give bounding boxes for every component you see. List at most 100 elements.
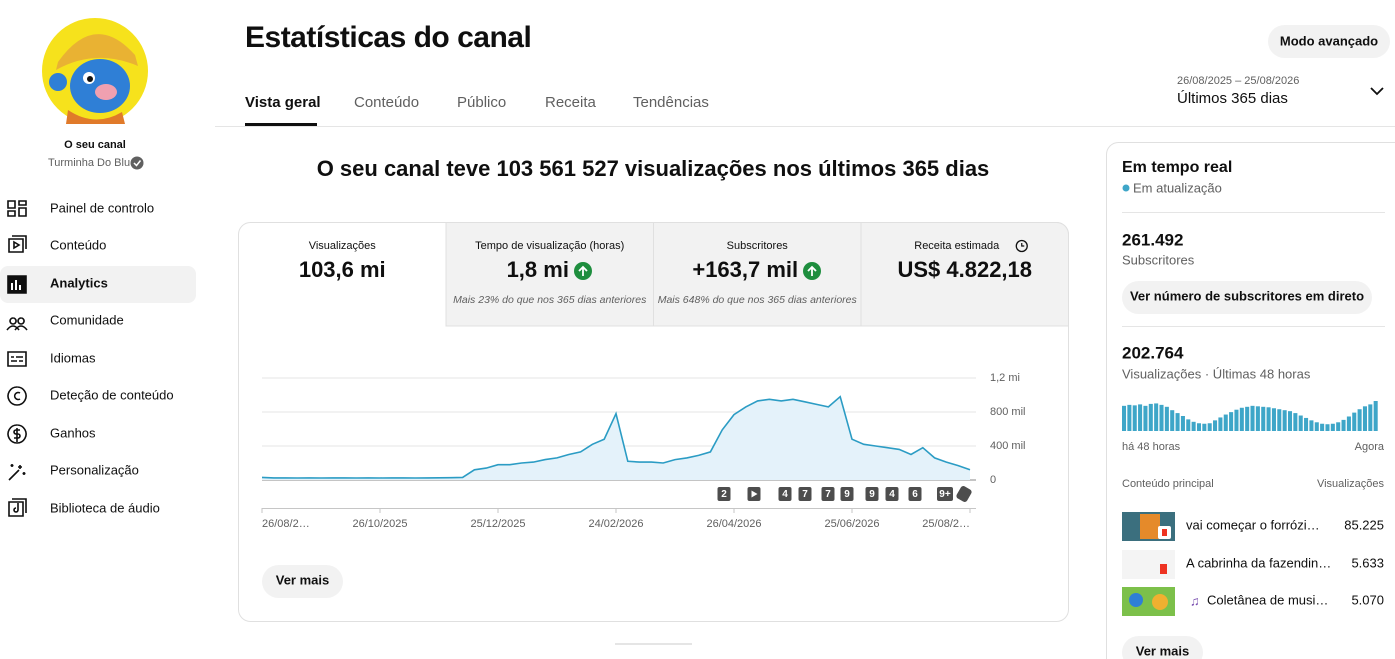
bar: [1293, 413, 1298, 431]
marker-badge[interactable]: [937, 487, 953, 501]
shorts-marker[interactable]: [955, 485, 972, 503]
x-tick-label: 26/04/2026: [706, 518, 761, 530]
channel-name: Turminha Do Blu: [48, 157, 130, 169]
bar: [1245, 406, 1250, 431]
nav-item[interactable]: Deteção de conteúdo: [7, 386, 174, 406]
marker-badge[interactable]: [717, 487, 731, 501]
tab[interactable]: Conteúdo: [354, 94, 419, 111]
bar: [1234, 409, 1239, 431]
bar: [1309, 420, 1314, 431]
tab[interactable]: Receita: [545, 94, 597, 111]
nav-label: Biblioteca de áudio: [50, 500, 160, 515]
bar: [1298, 415, 1303, 431]
marker-label: 9+: [939, 489, 951, 500]
metric-value: +163,7 mil: [692, 257, 798, 282]
bar: [1239, 407, 1244, 431]
bar: [1218, 417, 1223, 431]
x-tick-label: 25/12/2025: [470, 518, 525, 530]
realtime-see-more[interactable]: Ver mais: [1122, 636, 1203, 659]
nav-item[interactable]: Personalização: [8, 462, 139, 481]
nav-icon-detail: [11, 280, 21, 290]
date-range: 26/08/2025 – 25/08/2026: [1177, 75, 1299, 87]
bar: [1336, 422, 1341, 431]
marker-badge[interactable]: [798, 487, 812, 501]
nav-label: Conteúdo: [50, 237, 106, 252]
subscribers-button-label: Ver número de subscritores em direto: [1130, 288, 1364, 303]
tab-underline: [245, 123, 317, 126]
bar: [1132, 405, 1137, 431]
bar: [1154, 403, 1159, 431]
bar: [1287, 411, 1293, 431]
x-tick-label: 25/06/2026: [824, 518, 879, 530]
metric-note: Mais 23% do que nos 365 dias anteriores: [453, 294, 647, 306]
bar: [1180, 416, 1185, 431]
top-content-column: Visualizações: [1317, 478, 1385, 490]
date-picker[interactable]: 26/08/2025 – 25/08/2026 Últimos 365 dias: [1177, 75, 1384, 107]
top-content-item[interactable]: Coletânea de musi… 5.070: [1207, 592, 1384, 607]
nav-label: Analytics: [50, 275, 108, 290]
nav-active-bg: [0, 266, 196, 303]
nav-item[interactable]: Ganhos: [7, 424, 96, 444]
realtime-status: Em atualização: [1133, 180, 1222, 195]
tab[interactable]: Público: [457, 94, 506, 111]
metric-tab[interactable]: Tempo de visualização (horas) 1,8 mi Mais …: [445, 222, 654, 327]
nav-item[interactable]: Painel de controlo: [7, 200, 154, 217]
thumbnails: [1122, 512, 1175, 616]
bar: [1357, 409, 1362, 431]
top-content-item[interactable]: vai começar o forrózi… 85.225: [1186, 517, 1384, 532]
content-views: 85.225: [1344, 517, 1384, 532]
nav-item[interactable]: Conteúdo: [8, 235, 106, 253]
metric-tab[interactable]: Subscritores +163,7 mil Mais 648% do que n…: [653, 222, 862, 327]
content-views: 5.633: [1351, 555, 1384, 570]
nav-label: Comunidade: [50, 312, 124, 327]
nav-item[interactable]: Idiomas: [7, 350, 96, 367]
nav-item[interactable]: Comunidade: [6, 312, 124, 331]
content-title: A cabrinha da fazendin…: [1186, 555, 1331, 570]
bar: [1373, 401, 1378, 431]
bar: [1196, 423, 1202, 431]
subscribers-button[interactable]: Ver número de subscritores em direto: [1122, 281, 1372, 314]
x-tick-label: 26/10/2025: [352, 518, 407, 530]
tab[interactable]: Vista geral: [245, 94, 321, 111]
nav-icon: [7, 351, 27, 367]
marker-badge[interactable]: [885, 487, 899, 501]
tab[interactable]: Tendências: [633, 94, 709, 111]
metric-label: Receita estimada: [914, 240, 1000, 252]
marker-badge[interactable]: [908, 487, 922, 501]
bar: [1282, 410, 1287, 431]
metric-label: Tempo de visualização (horas): [475, 240, 624, 252]
realtime-see-more-label: Ver mais: [1136, 643, 1190, 658]
subscribers-value: 261.492: [1122, 230, 1183, 249]
subscribers-label: Subscritores: [1122, 252, 1195, 267]
realtime-card: [1106, 142, 1395, 659]
status-dot: [1122, 184, 1130, 192]
clock-hand: [1021, 243, 1025, 247]
advanced-button[interactable]: Modo avançado: [1268, 25, 1390, 58]
avatar[interactable]: [42, 18, 148, 124]
advanced-button-label: Modo avançado: [1280, 33, 1378, 48]
trend-arrow: [578, 265, 588, 276]
nav-item[interactable]: Analytics: [7, 275, 108, 294]
bar: [1207, 423, 1212, 431]
marker-badge[interactable]: [821, 487, 835, 501]
marker-label: 4: [782, 489, 788, 500]
marker-badge[interactable]: [840, 487, 854, 501]
metric-tab[interactable]: Receita estimada US$ 4.822,18: [860, 222, 1069, 327]
content-title: Coletânea de musi…: [1207, 592, 1328, 607]
bar: [1255, 406, 1260, 431]
y-tick-label: 400 mil: [990, 440, 1025, 452]
top-content-item[interactable]: A cabrinha da fazendin… 5.633: [1186, 555, 1384, 570]
bar: [1138, 404, 1143, 431]
metric-tab[interactable]: Visualizações 103,6 mi: [299, 240, 386, 282]
marker-badge[interactable]: [778, 487, 792, 501]
marker-badge[interactable]: [865, 487, 879, 501]
nav-icon: [7, 386, 27, 406]
nav-item[interactable]: Biblioteca de áudio: [8, 498, 160, 517]
see-more-button[interactable]: Ver mais: [262, 565, 343, 598]
metric-label: Subscritores: [727, 240, 789, 252]
content-title: vai começar o forrózi…: [1186, 517, 1320, 532]
bar: [1352, 412, 1357, 431]
area: [262, 396, 970, 480]
summary: O seu canal teve 103 561 527 visualizaçõ…: [317, 156, 990, 181]
